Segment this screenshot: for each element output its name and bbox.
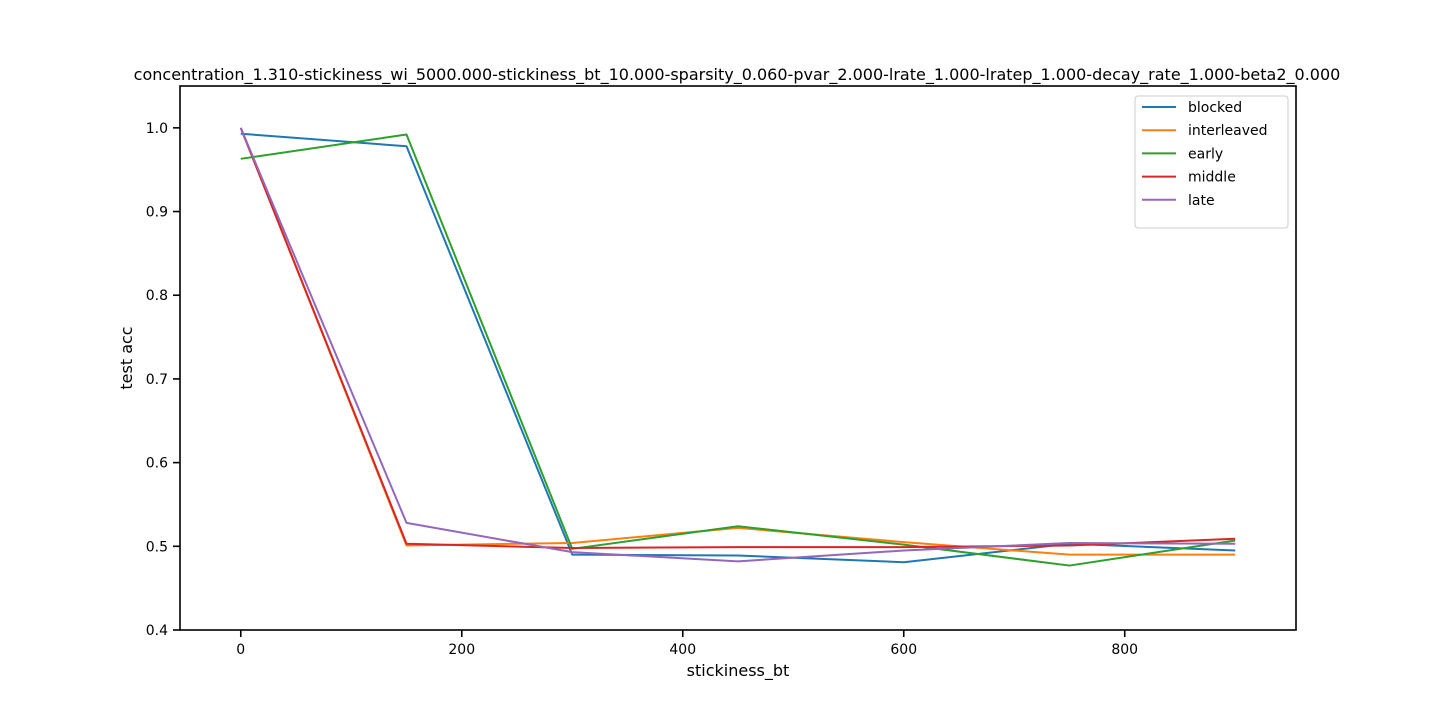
x-tick-label: 0: [236, 642, 245, 658]
x-axis-label: stickiness_bt: [687, 661, 790, 681]
series-line-late: [239, 127, 1236, 563]
series-line-blocked: [240, 132, 1236, 564]
chart-title: concentration_1.310-stickiness_wi_5000.0…: [134, 65, 1341, 85]
y-axis: 0.4 0.5 0.6 0.7 0.8 0.9 1.0: [146, 121, 180, 639]
x-tick-label: 600: [890, 642, 917, 658]
legend-label-early: early: [1188, 146, 1223, 162]
plot-frame: [179, 85, 1297, 631]
y-tick-label: 0.7: [146, 372, 168, 388]
x-tick-label: 800: [1111, 642, 1138, 658]
legend-label-late: late: [1188, 193, 1215, 209]
legend: blocked interleaved early middle late: [1134, 95, 1289, 229]
y-tick-label: 0.4: [146, 623, 168, 639]
y-tick-label: 1.0: [146, 121, 168, 137]
y-tick-label: 0.6: [146, 456, 168, 472]
x-tick-label: 400: [669, 642, 696, 658]
legend-box: [1134, 95, 1289, 229]
series-line-interleaved: [239, 127, 1236, 556]
legend-label-blocked: blocked: [1188, 100, 1242, 116]
y-tick-label: 0.8: [146, 288, 168, 304]
y-axis-label: test acc: [117, 326, 136, 389]
plot-lines: [239, 127, 1236, 567]
x-axis: 0 200 400 600 800: [236, 630, 1138, 658]
y-tick-label: 0.5: [146, 539, 168, 555]
x-tick-label: 200: [448, 642, 475, 658]
series-line-early: [240, 133, 1236, 567]
series-line-middle: [239, 127, 1236, 549]
legend-label-interleaved: interleaved: [1188, 123, 1268, 139]
y-tick-label: 0.9: [146, 205, 168, 221]
legend-label-middle: middle: [1188, 170, 1236, 186]
